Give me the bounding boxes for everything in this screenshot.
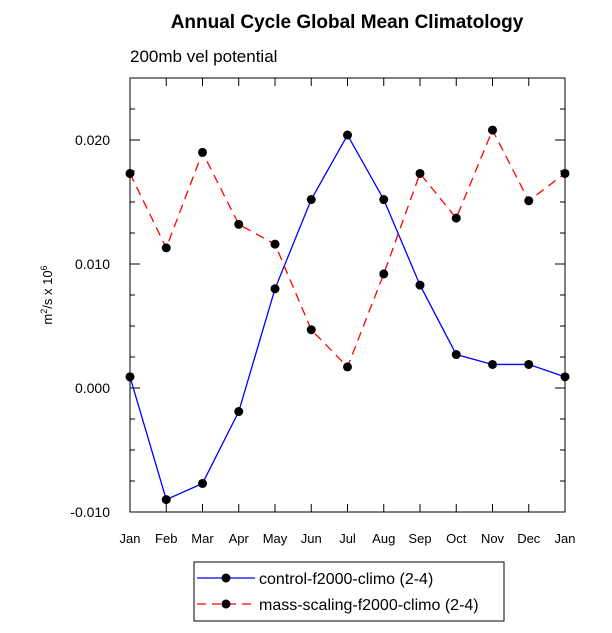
y-tick-label: 0.020	[75, 132, 110, 148]
data-point	[343, 362, 352, 372]
data-point	[161, 495, 171, 505]
x-tick-label: May	[263, 531, 288, 546]
x-tick-label: Mar	[191, 531, 214, 546]
series-line-1	[129, 128, 566, 369]
data-point	[379, 195, 389, 205]
legend-label: control-f2000-climo (2-4)	[259, 571, 433, 588]
data-point	[306, 325, 316, 335]
legend-box	[193, 561, 505, 622]
data-point	[125, 168, 135, 178]
x-tick-label: Nov	[481, 531, 505, 546]
data-point	[198, 147, 207, 157]
x-tick-label: Sep	[408, 531, 431, 546]
y-axis-label: m2/s x 106	[39, 265, 55, 324]
data-point	[306, 195, 316, 205]
chart-subtitle: 200mb vel potential	[130, 47, 277, 66]
data-point	[234, 407, 244, 417]
x-tick-label: Apr	[229, 531, 250, 546]
data-point	[560, 168, 570, 178]
data-point	[379, 269, 389, 279]
series-line-0	[129, 133, 566, 501]
chart-title: Annual Cycle Global Mean Climatology	[171, 12, 524, 33]
x-tick-label: Aug	[372, 531, 395, 546]
legend-marker	[221, 599, 231, 609]
data-point	[451, 350, 461, 360]
data-point	[125, 372, 135, 382]
data-point	[161, 243, 171, 253]
data-point	[488, 125, 497, 135]
data-point	[524, 359, 534, 369]
y-tick-label: 0.010	[75, 256, 110, 272]
x-tick-label: Jun	[301, 531, 322, 546]
data-point	[560, 372, 570, 382]
data-point	[343, 130, 352, 140]
data-point	[415, 280, 425, 290]
data-point	[415, 168, 425, 178]
data-point	[270, 284, 280, 294]
legend-marker	[221, 573, 231, 583]
data-point	[488, 359, 497, 369]
x-tick-label: Oct	[446, 531, 467, 546]
data-point	[198, 478, 207, 488]
x-tick-label: Jan	[555, 531, 576, 546]
y-tick-label: 0.000	[75, 380, 110, 396]
legend-label: mass-scaling-f2000-climo (2-4)	[259, 597, 479, 614]
x-tick-label: Jul	[339, 531, 356, 546]
x-tick-label: Jan	[120, 531, 141, 546]
data-point	[524, 196, 534, 206]
x-tick-label: Dec	[517, 531, 541, 546]
y-tick-label: -0.010	[70, 504, 110, 520]
data-point	[234, 219, 244, 229]
x-tick-label: Feb	[155, 531, 177, 546]
data-point	[270, 239, 280, 249]
data-point	[451, 213, 461, 223]
